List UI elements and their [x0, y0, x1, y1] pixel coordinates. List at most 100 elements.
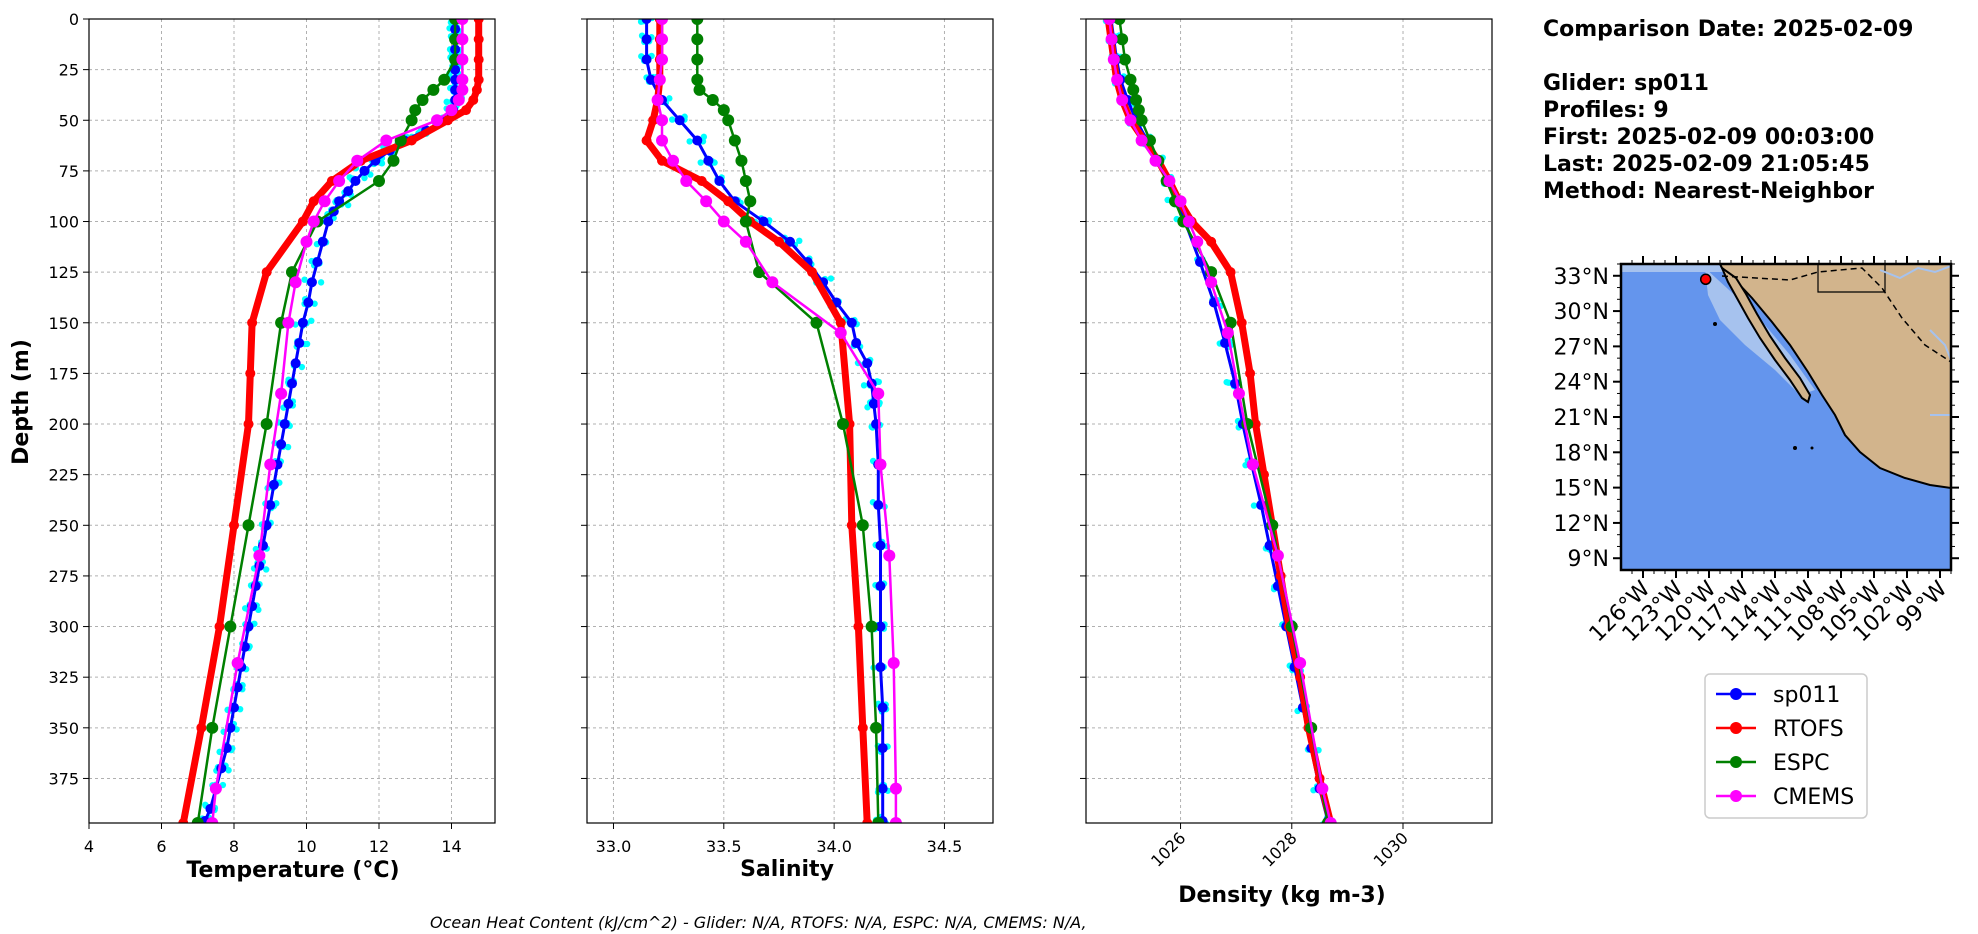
data-point-sp011 [758, 216, 769, 227]
x-tick-label: 34.0 [816, 837, 852, 856]
glider-profile-point [796, 237, 803, 245]
data-point-cmems [456, 73, 469, 86]
map-land-mainland [1718, 264, 1951, 490]
glider-name: Glider: sp011 [1543, 71, 1709, 96]
y-tick-label: 300 [48, 618, 79, 637]
data-point-sp011 [350, 176, 361, 187]
map-water-inland [1879, 265, 1951, 416]
data-point-espc [870, 721, 883, 734]
data-point-rtofs [696, 176, 707, 187]
data-point-sp011 [862, 358, 873, 369]
glider-profile-point [308, 317, 315, 324]
data-point-cmems [1246, 458, 1259, 471]
map-lat-label: 9°N [1568, 547, 1609, 572]
data-point-cmems [1221, 326, 1234, 339]
depth-axis-title: Depth (m) [9, 339, 34, 465]
data-point-sp011 [641, 54, 652, 65]
data-point-cmems [656, 19, 669, 25]
data-point-sp011 [641, 19, 652, 24]
data-point-espc [1130, 94, 1143, 107]
data-point-espc [693, 83, 706, 96]
data-point-cmems [253, 549, 266, 562]
glider-location-map: 33°N30°N27°N24°N21°N18°N15°N12°N9°N126°W… [1554, 256, 1959, 647]
data-point-espc [753, 266, 766, 279]
x-tick-label: 1028 [1258, 828, 1300, 870]
data-point-sp011 [450, 64, 461, 75]
last-profile-time: Last: 2025-02-09 21:05:45 [1543, 152, 1870, 177]
data-point-espc [691, 53, 704, 66]
plot-area [637, 19, 902, 823]
y-tick-label: 200 [48, 415, 79, 434]
data-point-cmems [1324, 817, 1337, 823]
data-point-rtofs [1236, 317, 1247, 328]
glider-profile-point [378, 160, 386, 167]
data-point-sp011 [1220, 338, 1231, 349]
legend-label: sp011 [1773, 683, 1840, 708]
data-point-cmems [445, 104, 458, 117]
data-point-cmems [264, 458, 277, 471]
y-tick-label: 150 [48, 314, 79, 333]
glider-profile-point [255, 606, 262, 614]
data-point-rtofs [442, 115, 453, 126]
data-point-cmems [289, 276, 302, 289]
data-point-espc [1135, 114, 1148, 127]
data-point-cmems [717, 215, 730, 228]
data-point-cmems [766, 276, 779, 289]
y-tick-label: 0 [69, 10, 79, 29]
map-border [1721, 267, 1951, 363]
series-line-rtofs [179, 19, 483, 823]
map-lat-label: 15°N [1554, 477, 1609, 502]
data-point-cmems [431, 114, 443, 127]
data-point-cmems [1316, 782, 1329, 795]
data-point-rtofs [471, 84, 482, 95]
data-point-sp011 [703, 155, 714, 166]
data-point-espc [706, 94, 719, 107]
y-tick-label: 225 [48, 466, 79, 485]
profiles-count: Profiles: 9 [1543, 98, 1669, 123]
y-tick-label: 25 [59, 61, 79, 80]
data-point-espc [427, 83, 440, 96]
data-point-rtofs [196, 722, 207, 733]
map-land-baja [1719, 265, 1812, 404]
legend-frame [1704, 673, 1868, 819]
data-point-espc [1143, 134, 1156, 147]
data-point-rtofs [1225, 267, 1236, 278]
glider-profile-point [225, 767, 232, 774]
data-point-cmems [656, 114, 669, 127]
data-point-espc [717, 104, 730, 117]
y-tick-label: 250 [48, 516, 79, 535]
data-point-cmems [282, 316, 295, 329]
data-point-cmems [1182, 215, 1195, 228]
data-point-cmems [1149, 154, 1162, 167]
data-point-espc [691, 19, 704, 25]
data-point-sp011 [692, 135, 703, 146]
comparison-date: Comparison Date: 2025-02-09 [1543, 17, 1913, 42]
data-point-cmems [883, 549, 896, 562]
data-point-cmems [739, 235, 752, 248]
axes-frame [1085, 18, 1493, 824]
x-tick-label: 8 [229, 837, 239, 856]
data-point-espc [387, 154, 400, 167]
data-point-sp011 [714, 176, 725, 187]
data-point-cmems [456, 53, 469, 66]
data-point-cmems [680, 175, 693, 188]
data-point-sp011 [290, 358, 301, 369]
map-lat-label: 30°N [1554, 300, 1609, 325]
data-point-sp011 [645, 74, 656, 85]
y-tick-label: 50 [59, 111, 79, 130]
data-point-espc [394, 134, 407, 147]
density-axis-title: Density (kg m-3) [1178, 883, 1386, 908]
data-point-rtofs [1206, 236, 1217, 247]
data-point-espc [691, 73, 704, 86]
data-point-rtofs [857, 722, 868, 733]
data-point-cmems [889, 782, 902, 795]
plot-area [178, 19, 484, 823]
data-point-espc [191, 817, 204, 823]
data-point-rtofs [214, 621, 225, 632]
data-point-espc [409, 104, 422, 117]
data-point-sp011 [232, 682, 243, 693]
data-point-sp011 [343, 186, 354, 197]
data-point-sp011 [641, 34, 652, 45]
data-point-cmems [889, 817, 902, 823]
data-point-cmems [1191, 235, 1204, 248]
